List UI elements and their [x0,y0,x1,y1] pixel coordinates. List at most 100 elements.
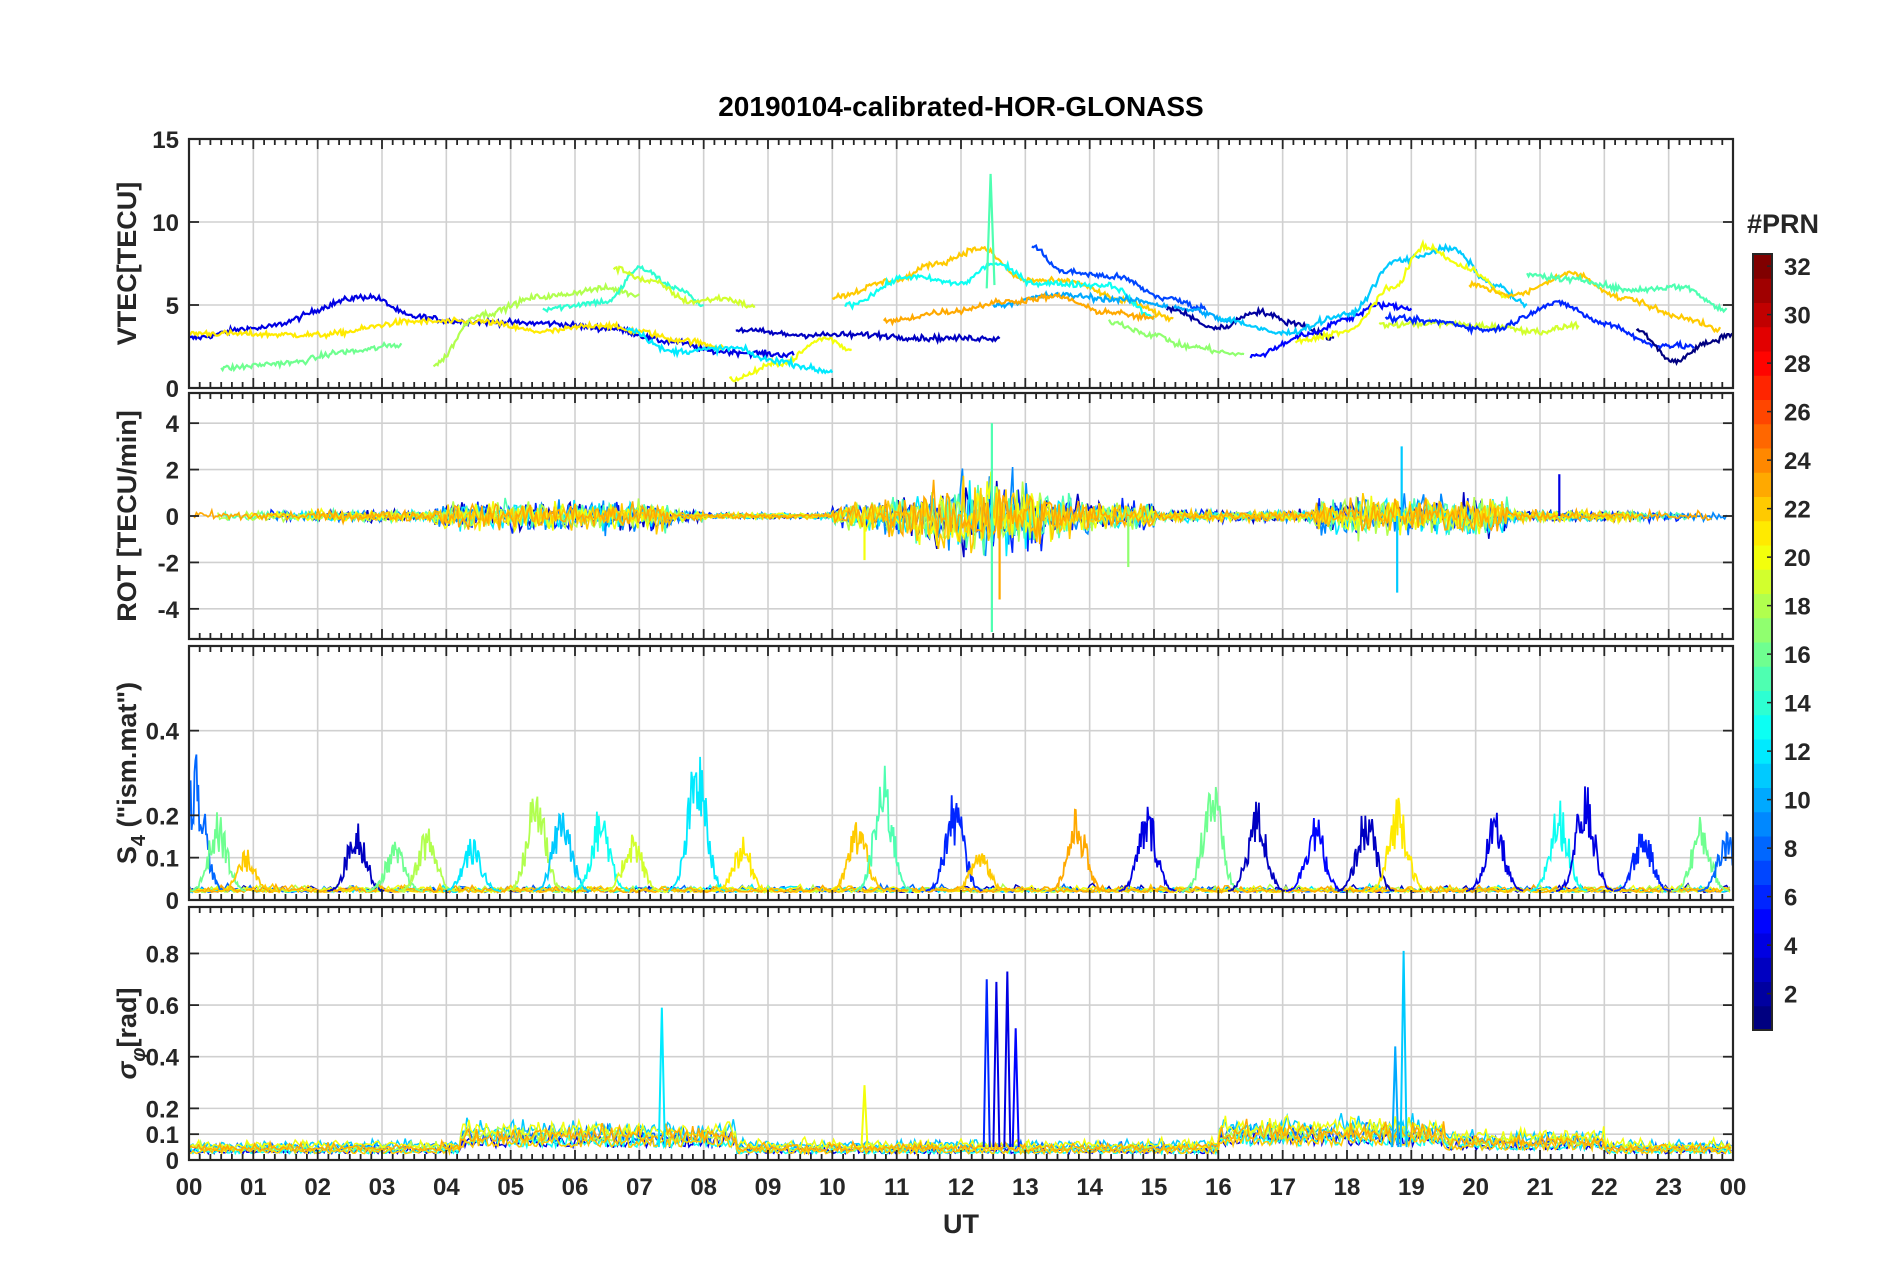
y-tick-label: 0.2 [146,803,179,830]
colorbar-segment [1753,957,1772,982]
sigma-spike [992,981,1001,1148]
series-line-prn15 [1526,271,1728,314]
s4-burst-prn22 [217,849,276,893]
y-label-subscript: 4 [128,834,150,846]
s4-burst-prn4 [1555,786,1614,892]
s4-burst-prn12 [668,756,726,892]
x-tick-label: 16 [1205,1174,1232,1201]
y-label-suffix: [rad] [112,988,142,1048]
colorbar-tick-label: 28 [1784,351,1811,378]
colorbar-segment [1753,860,1772,885]
y-tick-label: 0.4 [146,719,180,746]
colorbar-segment [1753,351,1772,376]
y-axis-label: VTEC[TECU] [112,182,142,346]
colorbar-segment [1753,714,1772,740]
series-line-prn3 [735,326,1001,346]
series-line-prn10 [992,290,1232,324]
panel-sigma_phi: 00.10.2 0.4 0.6 0.8 σφ[rad] [112,905,1735,1175]
x-tick-label: 22 [1591,1174,1618,1201]
x-tick-label: 10 [819,1174,846,1201]
y-tick-label: 2 [166,458,179,485]
colorbar-tick-label: 12 [1784,739,1811,766]
colorbar-tick-label: 18 [1784,594,1811,621]
y-tick-label: 0.4 [146,1045,180,1072]
y-axis-label: ROT [TECU/min] [112,410,142,621]
s4-burst-prn22 [828,822,887,893]
colorbar-segment [1753,884,1772,910]
colorbar-tick-label: 24 [1784,448,1811,475]
series-line-prn12 [625,326,834,375]
s4-burst-prn13 [1530,800,1588,892]
colorbar-segment [1753,593,1772,619]
x-ticks [188,393,1734,639]
y-tick-label: 0.6 [146,993,179,1020]
s4-burst-prn3 [1227,801,1286,892]
colorbar-tick-label: 26 [1784,400,1811,427]
series-line-prn17 [1108,319,1245,357]
series-line-prn13 [844,259,1155,320]
colorbar-tick-label: 22 [1784,497,1811,524]
series-line-prn23 [193,479,1712,545]
series-group [188,173,1734,383]
x-tick-label: 01 [240,1174,267,1201]
series-line-prn19 [612,265,756,309]
series-line-prn6 [1384,299,1695,350]
colorbar-segment [1753,399,1772,425]
x-tick-label: 20 [1462,1174,1489,1201]
y-tick-label: 0.8 [146,941,179,968]
series-line-prn16 [220,340,403,373]
x-tick-label: 00 [1720,1174,1747,1201]
colorbar-segment [1753,1005,1772,1031]
colorbar-segment [1753,496,1772,522]
x-tick-label: 11 [884,1174,909,1201]
colorbar-tick-label: 32 [1784,254,1811,281]
colorbar-frame [1752,253,1773,1031]
series-line-prn14 [542,264,704,314]
y-axis-label: S4 ("ism.mat") [112,682,150,864]
x-tick-label: 08 [690,1174,717,1201]
s4-burst-prn3 [1337,815,1395,892]
colorbar-segment [1753,690,1772,716]
y-label-suffix: ("ism.mat") [112,682,142,835]
colorbar-segment [1753,617,1772,643]
s4-burst-prn15 [854,765,913,892]
x-tick-label: 00 [176,1174,203,1201]
colorbar-segment [1753,375,1772,400]
chart-title: 20190104-calibrated-HOR-GLONASS [718,91,1204,122]
s4-burst-prn4 [1465,812,1524,893]
colorbar-tick-label: 4 [1784,933,1798,960]
sigma-spike [1011,1028,1020,1148]
series-group [193,423,1728,633]
s4-burst-prn21 [1369,797,1427,892]
sigma-spike [1399,950,1408,1148]
colorbar-tick-label: 14 [1784,691,1811,718]
y-tick-label: -4 [158,597,180,624]
x-tick-label: 06 [562,1174,589,1201]
colorbar-segment [1753,836,1772,861]
series-line-prn1 [1635,327,1734,367]
sigma-spike [1003,971,1012,1148]
colorbar-segment [1753,545,1772,570]
y-tick-label: 15 [152,127,179,154]
y-tick-label: 4 [166,411,180,438]
x-tick-label: 09 [755,1174,782,1201]
y-label-main: σ [112,1061,142,1080]
colorbar-tick-label: 20 [1784,545,1811,572]
x-tick-label: 02 [304,1174,331,1201]
colorbar-segment [1753,254,1772,279]
x-tick-label: 03 [369,1174,396,1201]
series-line-prn18 [432,281,640,368]
y-tick-label: 10 [152,210,179,237]
y-tick-label: 0 [166,1148,179,1175]
x-tick-label: 05 [497,1174,524,1201]
series-line-prn20 [1294,238,1509,346]
colorbar-segment [1753,302,1772,328]
x-tick-label: 23 [1655,1174,1682,1201]
y-tick-label: 0.1 [146,846,179,873]
y-label-main: S [112,846,142,864]
y-tick-label: 5 [166,293,179,320]
x-tick-label: 14 [1076,1174,1103,1201]
colorbar-segment [1753,981,1772,1007]
